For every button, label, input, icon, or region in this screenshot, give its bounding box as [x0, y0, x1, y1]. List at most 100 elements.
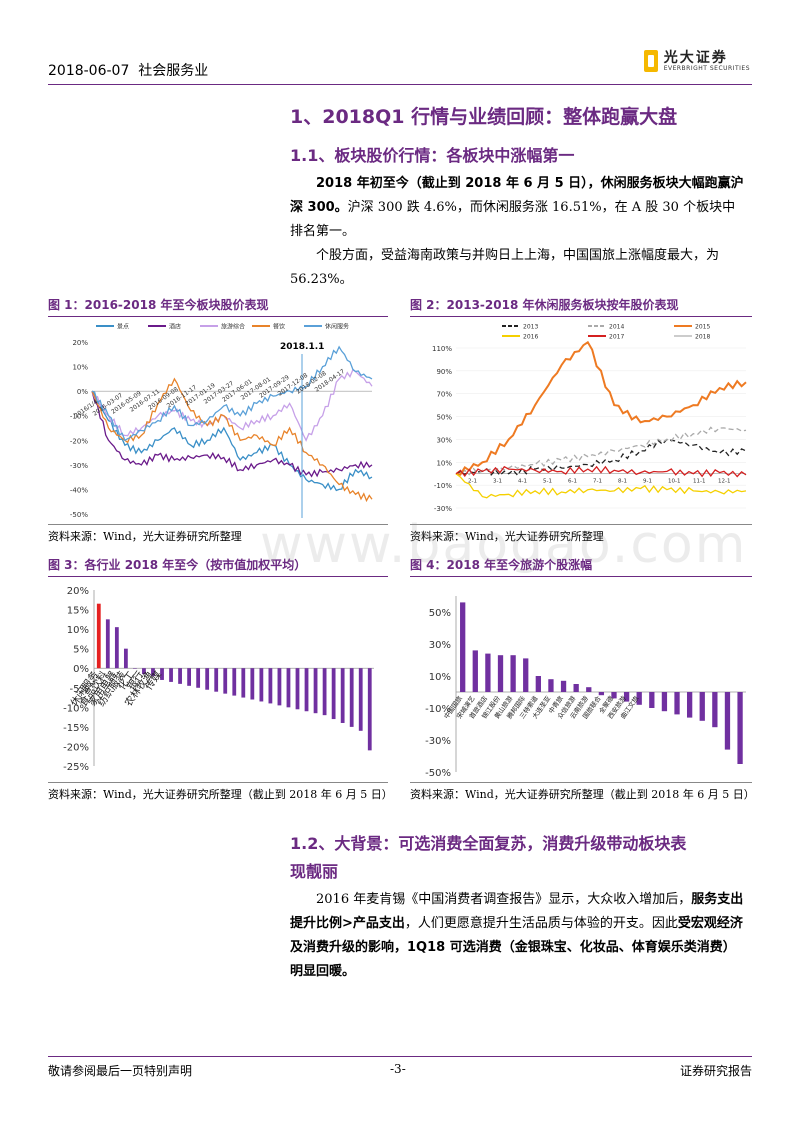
bar — [497, 655, 504, 692]
y-tick-label: 15% — [67, 606, 89, 617]
bar — [96, 603, 101, 669]
y-tick-label: -25% — [63, 762, 89, 773]
bar — [142, 668, 146, 675]
bar — [460, 602, 466, 692]
bar — [724, 692, 731, 750]
bar — [114, 627, 119, 669]
bar — [485, 653, 491, 692]
report-date: 2018-06-07 社会服务业 — [48, 63, 209, 79]
section-1-heading: 1、2018Q1 行情与业绩回顾：整体跑赢大盘 — [290, 106, 678, 128]
x-tick-label: 5-1 — [543, 479, 552, 485]
x-tick-label: 2-1 — [468, 479, 477, 485]
bar — [160, 668, 164, 680]
x-tick-label: 6-1 — [568, 479, 577, 485]
bar — [105, 619, 110, 669]
bar — [548, 679, 554, 692]
y-tick-label: -20% — [63, 742, 89, 753]
legend-label: 2014 — [609, 324, 624, 331]
y-tick-label: -10% — [70, 413, 88, 421]
series-line-2016 — [455, 473, 747, 499]
bar — [205, 668, 210, 690]
bar — [196, 668, 201, 688]
y-tick-label: 110% — [432, 345, 452, 353]
figure-4-title: 图 4：2018 年至今旅游个股涨幅 — [410, 558, 593, 572]
bar — [661, 692, 668, 712]
figure-2-line-chart: 110% 90% 70% 50% 30% 10% -10% -30% 2013 2014 2015 2… — [432, 324, 747, 513]
series-line-酒店 — [91, 390, 373, 478]
legend-label: 餐饮 — [273, 323, 285, 331]
bar — [560, 680, 567, 692]
x-tick-label: 10-1 — [668, 479, 680, 485]
bar — [573, 684, 579, 692]
x-tick-label: 8-1 — [618, 479, 627, 485]
bar — [286, 668, 291, 708]
y-tick-label: -20% — [70, 437, 88, 445]
legend-label: 景点 — [117, 323, 129, 331]
bar — [178, 668, 182, 684]
bar — [586, 687, 592, 692]
bar — [259, 668, 264, 702]
series-line-2014 — [455, 426, 747, 476]
header-divider — [48, 84, 752, 85]
y-tick-label: 0% — [73, 664, 89, 675]
bar — [214, 668, 219, 692]
figure-3-source: 资料来源：Wind，光大证券研究所整理（截止到 2018 年 6 月 5 日） — [48, 788, 393, 801]
y-tick-label: -50% — [70, 511, 88, 519]
bar — [598, 692, 605, 696]
bar — [472, 650, 478, 692]
figure-2-source: 资料来源：Wind，光大证券研究所整理 — [410, 530, 604, 543]
bar — [169, 668, 173, 682]
x-tick-label: 3-1 — [493, 479, 502, 485]
watermark: www.baogao.com — [260, 515, 748, 575]
paragraph-stock-performance: 个股方面，受益海南政策与并购日上上海，中国国旅上涨幅度最大，为 56.23%。 — [290, 248, 720, 287]
section-1-1-heading: 1.1、板块股价行情：各板块中涨幅第一 — [290, 146, 575, 165]
bar — [510, 655, 516, 692]
bar — [623, 692, 630, 702]
footer-disclaimer: 敬请参阅最后一页特别声明 — [48, 1064, 193, 1078]
y-tick-label: 90% — [436, 368, 452, 376]
footer-report-type: 证券研究报告 — [679, 1064, 752, 1078]
figure-1-line-chart: 20% 10% 0% -10% -20% -30% -40% -50% 景点 酒店 旅游综合 餐饮 休闲… — [70, 323, 373, 519]
bar — [241, 668, 246, 698]
y-tick-label: 10% — [67, 625, 89, 636]
figure-3-bar-chart: 20%15%10%5%0%-5%-10%-15%-20%-25%休闲服务食品饮料… — [63, 586, 374, 773]
bar — [367, 668, 372, 751]
y-tick-label: 10% — [436, 459, 452, 467]
series-line-2013 — [455, 438, 747, 477]
y-tick-label: -10% — [425, 704, 451, 715]
x-tick-label: 7-1 — [593, 479, 602, 485]
y-tick-label: 20% — [67, 586, 89, 597]
bar — [313, 668, 318, 714]
figure-4-source: 资料来源：Wind，光大证券研究所整理（截止到 2018 年 6 月 5 日） — [410, 788, 755, 801]
y-tick-label: 30% — [429, 640, 451, 651]
y-tick-label: -50% — [425, 768, 451, 778]
bar — [674, 692, 680, 715]
y-tick-label: 70% — [436, 391, 452, 399]
legend-label: 酒店 — [169, 323, 181, 331]
series-line-餐饮 — [91, 377, 373, 503]
bar — [322, 668, 327, 716]
legend-label: 2016 — [523, 334, 538, 341]
y-tick-label: -10% — [434, 482, 452, 490]
series-line-景点 — [91, 390, 373, 492]
paragraph-consumption-background: 2016 年麦肯锡《中国消费者调查报告》显示，大众收入增加后，服务支出提升比例>… — [290, 892, 744, 979]
company-logo: 光大证券 EVERBRIGHT SECURITIES — [643, 50, 750, 72]
chart-annotation: 2018.1.1 — [280, 342, 324, 352]
bar — [636, 692, 642, 705]
y-tick-label: 10% — [72, 364, 88, 372]
series-line-2017 — [455, 465, 747, 478]
y-tick-label: 50% — [436, 414, 452, 422]
legend-label: 2017 — [609, 334, 624, 341]
bar — [250, 668, 255, 700]
series-line-休闲服务 — [91, 345, 373, 442]
bar — [611, 692, 617, 699]
legend-label: 2018 — [695, 334, 710, 341]
y-tick-label: 5% — [73, 645, 89, 656]
bar — [187, 668, 192, 686]
y-tick-label: 0% — [77, 388, 88, 396]
bar — [151, 668, 155, 677]
logo-mark-icon — [643, 50, 658, 72]
figure-1-title: 图 1：2016-2018 年至今板块股价表现 — [48, 298, 269, 312]
y-tick-label: 20% — [72, 339, 88, 347]
legend-label: 2013 — [523, 324, 538, 331]
